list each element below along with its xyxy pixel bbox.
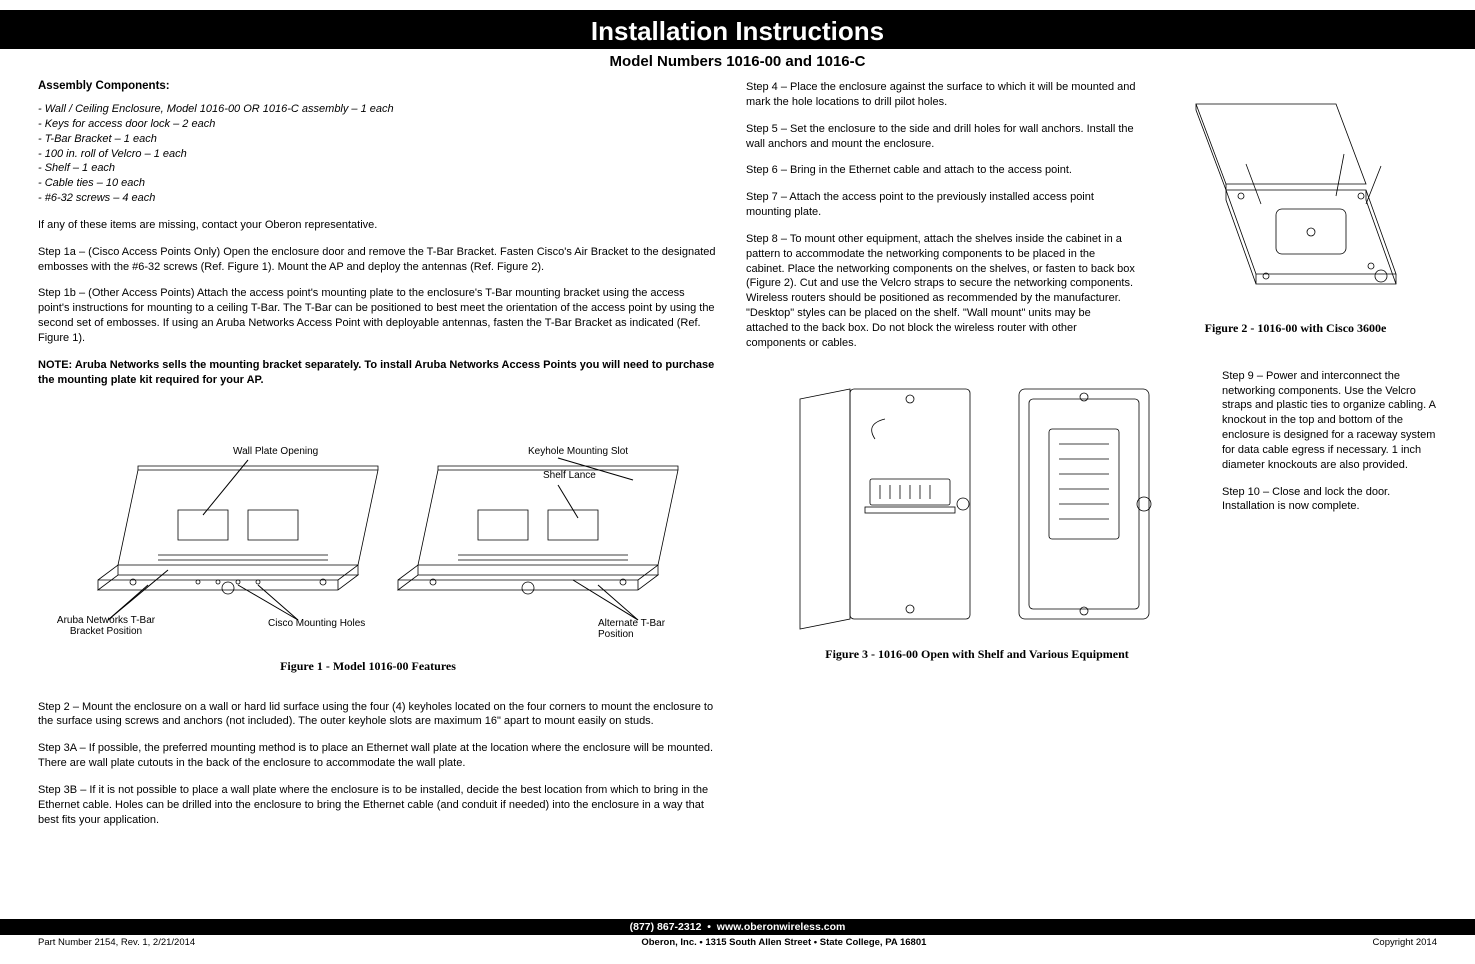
page-body: Assembly Components: - Wall / Ceiling En…	[0, 80, 1475, 827]
callout-wall-plate: Wall Plate Opening	[233, 446, 318, 457]
assembly-heading: Assembly Components:	[38, 80, 718, 92]
missing-note: If any of these items are missing, conta…	[38, 218, 718, 233]
figure-1-svg	[38, 410, 698, 640]
footer-part-number: Part Number 2154, Rev. 1, 2/21/2014	[38, 937, 195, 948]
figure-3a-svg	[785, 369, 985, 639]
step-3b: Step 3B – If it is not possible to place…	[38, 783, 718, 828]
footer-top-bar: (877) 867-2312 • www.oberonwireless.com	[0, 919, 1475, 935]
figure-2-svg	[1166, 84, 1426, 314]
figure-2-caption: Figure 2 - 1016-00 with Cisco 3600e	[1154, 321, 1437, 336]
component-item: - Keys for access door lock – 2 each	[38, 117, 718, 132]
left-column: Assembly Components: - Wall / Ceiling En…	[38, 80, 718, 827]
component-item: - T-Bar Bracket – 1 each	[38, 132, 718, 147]
component-item: - Wall / Ceiling Enclosure, Model 1016-0…	[38, 102, 718, 117]
step-9: Step 9 – Power and interconnect the netw…	[1222, 369, 1437, 473]
step-2: Step 2 – Mount the enclosure on a wall o…	[38, 700, 718, 730]
figure-1-container: Wall Plate Opening Aruba Networks T-Bar …	[38, 410, 698, 670]
footer-copyright: Copyright 2014	[1373, 937, 1437, 948]
right-column: Step 4 – Place the enclosure against the…	[746, 80, 1437, 827]
footer: (877) 867-2312 • www.oberonwireless.com …	[0, 919, 1475, 948]
figure-3b-svg	[999, 369, 1169, 639]
component-item: - Cable ties – 10 each	[38, 176, 718, 191]
step-6: Step 6 – Bring in the Ethernet cable and…	[746, 163, 1136, 178]
component-item: - 100 in. roll of Velcro – 1 each	[38, 147, 718, 162]
footer-phone: (877) 867-2312	[630, 921, 702, 933]
footer-company: Oberon, Inc. • 1315 South Allen Street •…	[641, 937, 926, 948]
components-list: - Wall / Ceiling Enclosure, Model 1016-0…	[38, 102, 718, 206]
step-3a: Step 3A – If possible, the preferred mou…	[38, 741, 718, 771]
aruba-note: NOTE: Aruba Networks sells the mounting …	[38, 358, 718, 388]
subtitle: Model Numbers 1016-00 and 1016-C	[0, 49, 1475, 80]
footer-bottom-bar: Part Number 2154, Rev. 1, 2/21/2014 Ober…	[0, 935, 1475, 948]
steps-9-10-column: Step 9 – Power and interconnect the netw…	[1222, 369, 1437, 662]
right-text-column: Step 4 – Place the enclosure against the…	[746, 80, 1136, 351]
step-1a: Step 1a – (Cisco Access Points Only) Ope…	[38, 245, 718, 275]
right-lower-row: Figure 3 - 1016-00 Open with Shelf and V…	[746, 369, 1437, 662]
title-bar: Installation Instructions	[0, 10, 1475, 49]
step-7: Step 7 – Attach the access point to the …	[746, 190, 1136, 220]
callout-aruba: Aruba Networks T-Bar Bracket Position	[46, 615, 166, 637]
step-1b: Step 1b – (Other Access Points) Attach t…	[38, 286, 718, 345]
callout-shelf-lance: Shelf Lance	[543, 470, 596, 481]
figure-3-caption: Figure 3 - 1016-00 Open with Shelf and V…	[746, 647, 1208, 662]
callout-alt-tbar: Alternate T-Bar Position	[598, 618, 698, 640]
step-4: Step 4 – Place the enclosure against the…	[746, 80, 1136, 110]
figure-1-caption: Figure 1 - Model 1016-00 Features	[38, 659, 698, 674]
step-10: Step 10 – Close and lock the door. Insta…	[1222, 485, 1437, 515]
footer-bullet: •	[707, 921, 711, 933]
figure-2-column: Figure 2 - 1016-00 with Cisco 3600e	[1154, 80, 1437, 351]
footer-url: www.oberonwireless.com	[717, 921, 846, 933]
callout-cisco: Cisco Mounting Holes	[268, 618, 365, 629]
callout-keyhole: Keyhole Mounting Slot	[528, 446, 628, 457]
step-8: Step 8 – To mount other equipment, attac…	[746, 232, 1136, 351]
step-5: Step 5 – Set the enclosure to the side a…	[746, 122, 1136, 152]
component-item: - #6-32 screws – 4 each	[38, 191, 718, 206]
figure-2-container: Figure 2 - 1016-00 with Cisco 3600e	[1154, 84, 1437, 336]
component-item: - Shelf – 1 each	[38, 161, 718, 176]
figure-3-container: Figure 3 - 1016-00 Open with Shelf and V…	[746, 369, 1208, 662]
page-title: Installation Instructions	[0, 16, 1475, 47]
